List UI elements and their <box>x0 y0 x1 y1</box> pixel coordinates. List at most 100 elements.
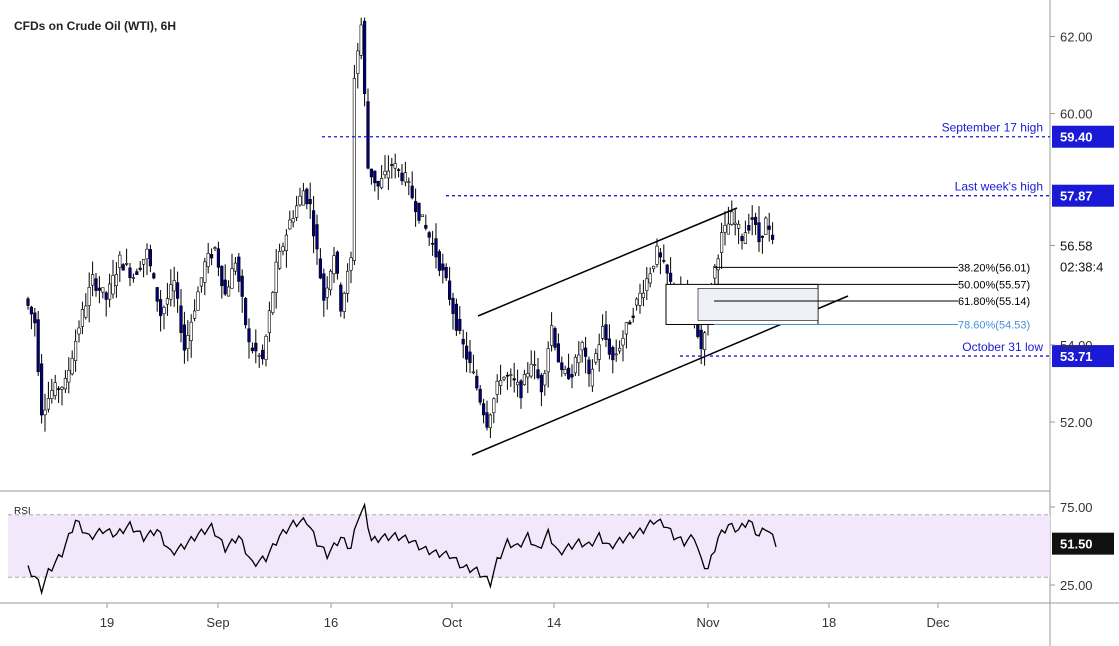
candle-body <box>743 232 747 244</box>
candle-body <box>702 332 707 351</box>
candle-body <box>757 222 761 243</box>
candle-body <box>471 371 476 374</box>
candle-body <box>250 347 255 352</box>
rsi-tick-label: 75.00 <box>1060 500 1093 515</box>
candle-body <box>298 195 302 206</box>
candle-body <box>318 258 323 279</box>
candle-body <box>379 178 384 189</box>
candle-body <box>352 78 357 261</box>
candle-body <box>77 327 81 335</box>
level-label: September 17 high <box>942 121 1043 135</box>
candle-body <box>108 283 112 300</box>
candle-body <box>118 254 122 268</box>
channel-upper-line <box>477 207 738 317</box>
candle-body <box>403 172 408 183</box>
candle-body <box>461 338 465 345</box>
level-price-label: 57.87 <box>1060 189 1093 204</box>
fib-label: 78.60%(54.53) <box>958 319 1030 331</box>
candle-body <box>142 259 146 265</box>
candle-body <box>29 306 34 315</box>
candle-body <box>84 305 88 318</box>
candle-body <box>165 298 170 305</box>
candle-body <box>519 380 523 399</box>
candle-body <box>740 236 744 242</box>
fib-label: 38.20%(56.01) <box>958 262 1030 274</box>
candle-body <box>80 309 84 327</box>
candle-body <box>767 225 771 230</box>
candle-body <box>515 381 520 386</box>
candle-body <box>288 219 292 230</box>
candle-body <box>736 223 741 229</box>
candle-body <box>383 170 387 176</box>
fib-label: 50.00%(55.57) <box>958 279 1030 291</box>
current-price-label: 56.58 <box>1060 238 1093 253</box>
candle-body <box>577 354 581 364</box>
candle-body <box>553 328 557 348</box>
candle-body <box>631 315 635 318</box>
candle-body <box>111 275 115 295</box>
candle-body <box>277 251 282 269</box>
level-price-box <box>1052 184 1114 207</box>
candle-body <box>63 377 67 390</box>
candle-body <box>186 335 190 350</box>
candle-body <box>668 272 673 282</box>
candle-body <box>169 284 173 300</box>
candle-body <box>87 287 91 306</box>
candle-body <box>386 170 391 179</box>
candle-body <box>651 265 656 270</box>
candle-body <box>716 258 720 271</box>
candle-body <box>522 374 526 386</box>
candle-body <box>444 266 448 279</box>
candle-body <box>179 305 183 333</box>
candle-body <box>43 409 47 416</box>
candle-body <box>46 398 50 410</box>
candle-body <box>349 257 353 271</box>
candle-body <box>91 274 95 286</box>
rsi-title: RSI <box>14 506 31 517</box>
candle-body <box>400 172 404 182</box>
fib-zone-inner <box>697 288 819 321</box>
candle-body <box>410 185 414 199</box>
candle-body <box>600 325 605 339</box>
y-tick-label: 54.00 <box>1060 338 1093 353</box>
candle-body <box>332 255 336 275</box>
candle-body <box>628 321 632 325</box>
candle-body <box>325 287 329 298</box>
candle-body <box>227 286 231 297</box>
level-price-box <box>1052 345 1114 368</box>
level-price-label: 53.71 <box>1060 349 1093 364</box>
x-tick-label: Oct <box>442 615 463 630</box>
candle-body <box>284 234 289 252</box>
candle-body <box>590 368 594 387</box>
candle-body <box>614 353 618 356</box>
candle-body <box>662 260 666 262</box>
level-price-label: 59.40 <box>1060 130 1093 145</box>
candle-body <box>230 268 234 289</box>
candle-body <box>526 373 530 378</box>
candle-body <box>546 348 550 373</box>
candle-body <box>488 414 493 429</box>
candle-body <box>464 345 469 360</box>
candle-body <box>655 245 659 265</box>
candle-body <box>121 264 125 271</box>
candle-body <box>305 188 309 205</box>
candle-body <box>437 251 442 271</box>
candle-body <box>713 266 717 279</box>
candle-body <box>424 224 428 229</box>
candle-body <box>658 252 662 258</box>
candle-body <box>621 338 625 346</box>
x-tick-label: Dec <box>926 615 950 630</box>
rsi-tick-label: 25.00 <box>1060 578 1093 593</box>
candle-body <box>193 310 197 319</box>
candle-body <box>203 261 207 283</box>
candle-body <box>723 224 727 233</box>
candle-body <box>254 342 258 352</box>
candle-body <box>641 292 645 299</box>
x-tick-label: Sep <box>206 615 229 630</box>
candle-body <box>206 253 210 267</box>
candle-body <box>145 248 149 260</box>
candle-body <box>311 210 316 237</box>
candle-body <box>580 342 584 351</box>
candle-body <box>148 249 153 267</box>
